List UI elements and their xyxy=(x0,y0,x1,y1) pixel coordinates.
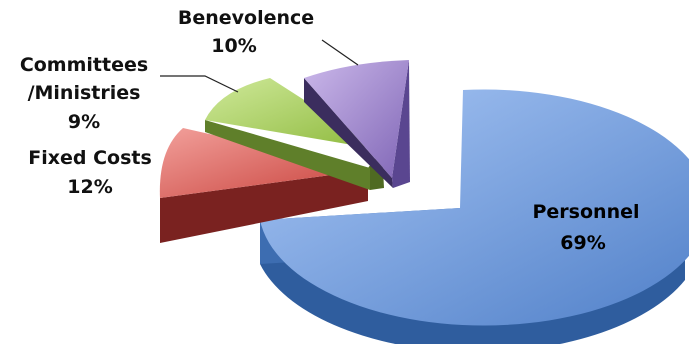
label-benevolence-name: Benevolence xyxy=(178,7,314,29)
leader-line-benevolence xyxy=(321,39,359,66)
label-benevolence-value: 10% xyxy=(211,35,256,57)
label-committees-name-line1: Committees xyxy=(20,54,148,76)
label-personnel-value: 69% xyxy=(560,232,605,254)
label-committees-name-line2: /Ministries xyxy=(28,82,141,104)
label-personnel-name: Personnel xyxy=(533,201,640,223)
leader-line-committees xyxy=(160,75,239,93)
label-fixed-costs-name: Fixed Costs xyxy=(28,147,152,169)
pie-slice-personnel xyxy=(260,89,689,326)
pie-slice-benevolence-wall xyxy=(392,60,410,188)
pie-slice-committees-front xyxy=(205,120,370,190)
pie-slice-benevolence xyxy=(304,60,409,178)
pie-slice-fixed-costs-side xyxy=(160,170,368,243)
pie-slice-fixed-costs xyxy=(159,128,368,198)
pie-slice-benevolence-side xyxy=(304,78,393,188)
label-fixed-costs-value: 12% xyxy=(67,176,112,198)
label-committees-value: 9% xyxy=(68,111,100,133)
